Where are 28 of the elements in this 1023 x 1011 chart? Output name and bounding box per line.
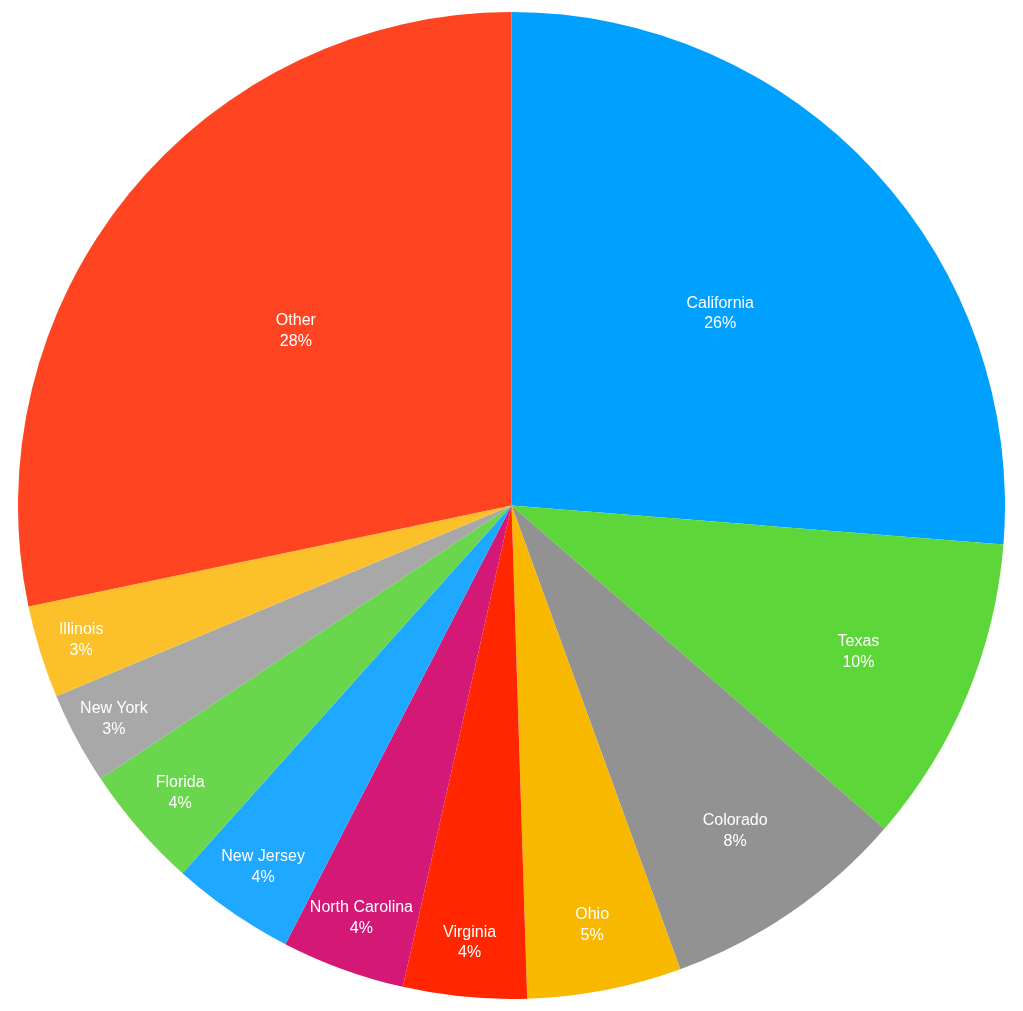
slice-label: California: [686, 293, 755, 311]
slice-label: New Jersey: [221, 847, 305, 865]
data-label: 4%: [458, 943, 482, 961]
slice-label: Ohio: [575, 905, 610, 923]
data-label: 4%: [251, 868, 275, 886]
slice-label: Illinois: [58, 620, 104, 638]
pie-slice: [511, 505, 885, 970]
data-label: 3%: [69, 641, 93, 659]
data-label: 26%: [704, 314, 737, 332]
slice-label: New York: [80, 699, 149, 717]
data-label: 28%: [279, 332, 312, 350]
data-label: 4%: [349, 919, 373, 936]
pie-slice: [511, 505, 1004, 829]
slice-label: Virginia: [443, 922, 497, 940]
data-label: 5%: [580, 925, 604, 943]
data-label: 8%: [723, 832, 747, 850]
data-label: 3%: [102, 720, 126, 738]
data-label: 10%: [842, 652, 875, 670]
pie-slice: [511, 12, 1005, 545]
slice-label: Other: [275, 311, 317, 329]
pie-slice: [28, 505, 512, 697]
pie-slice: [511, 505, 681, 999]
data-label: 4%: [168, 794, 192, 812]
slice-label: Florida: [155, 773, 205, 791]
slice-label: Texas: [837, 631, 880, 649]
slice-label: North Carolina: [309, 898, 414, 916]
slice-label: Colorado: [702, 811, 768, 829]
pie-slice: [18, 12, 512, 607]
